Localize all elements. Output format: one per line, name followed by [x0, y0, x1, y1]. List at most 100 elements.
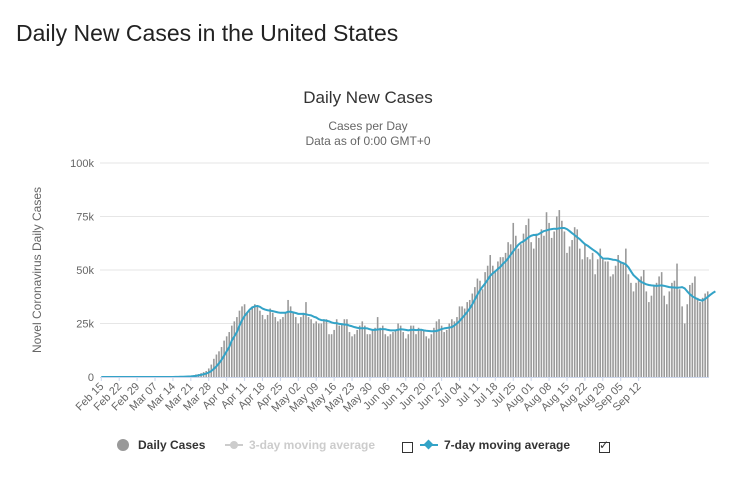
- bar: [484, 272, 486, 377]
- bar: [433, 327, 435, 377]
- bar: [320, 323, 323, 377]
- bar: [440, 325, 443, 377]
- bar: [251, 306, 254, 377]
- bar: [540, 229, 543, 377]
- bar: [425, 336, 428, 377]
- legend-item-7-day-average[interactable]: 7-day moving average: [420, 438, 570, 452]
- bar: [333, 329, 335, 377]
- bar: [238, 310, 241, 377]
- bar: [658, 276, 660, 377]
- bar: [335, 319, 338, 377]
- checkmark-icon: ✓: [599, 438, 610, 452]
- bar: [630, 282, 632, 377]
- bar: [448, 323, 451, 377]
- bar: [399, 325, 402, 377]
- bar: [287, 299, 289, 377]
- bar: [584, 244, 586, 377]
- bar: [497, 261, 499, 377]
- bar: [614, 265, 617, 377]
- bar: [466, 302, 468, 377]
- bar: [407, 334, 410, 377]
- bar: [558, 210, 561, 377]
- legend-item-daily-cases[interactable]: Daily Cases: [114, 438, 205, 452]
- legend-label-3-day-average: 3-day moving average: [249, 438, 376, 452]
- bar: [259, 310, 261, 377]
- bar: [236, 317, 238, 377]
- bar: [561, 220, 563, 377]
- bar: [589, 259, 591, 377]
- bar: [635, 282, 637, 377]
- bar: [463, 308, 466, 377]
- bar: [243, 304, 246, 377]
- bar: [302, 312, 305, 377]
- bar: [563, 231, 566, 377]
- bar: [625, 248, 627, 377]
- y-axis-tick-labels: 0 25k 50k 75k 100k: [70, 158, 94, 384]
- bar: [289, 306, 292, 377]
- bar: [351, 336, 353, 377]
- bar: [689, 284, 691, 377]
- y-tick-label: 100k: [70, 158, 94, 170]
- legend: Daily Cases 3-day moving average 7-day m…: [0, 438, 731, 458]
- bar: [509, 244, 512, 377]
- bar: [353, 334, 356, 377]
- bar: [312, 323, 315, 377]
- bar: [274, 317, 277, 377]
- bar: [443, 332, 445, 377]
- bar: [701, 297, 704, 377]
- bar: [387, 336, 389, 377]
- checkbox-3-day-average[interactable]: [402, 442, 413, 453]
- bar: [392, 332, 394, 377]
- bar: [543, 235, 545, 377]
- bar: [627, 274, 630, 377]
- bar: [384, 334, 387, 377]
- bar: [527, 218, 530, 377]
- bar: [530, 242, 532, 377]
- bar: [622, 263, 625, 377]
- bar: [607, 261, 609, 377]
- bar: [660, 272, 663, 377]
- legend-dot-icon: [114, 439, 132, 451]
- bar: [573, 227, 576, 377]
- bar: [394, 329, 397, 377]
- bar: [317, 323, 320, 377]
- bar: [548, 222, 550, 377]
- y-axis-title: Novel Coronavirus Daily Cases: [30, 187, 44, 353]
- bar: [663, 295, 666, 377]
- bar: [704, 293, 706, 377]
- bar: [279, 319, 282, 377]
- bar: [576, 229, 579, 377]
- bar: [499, 257, 502, 377]
- bar: [665, 304, 668, 377]
- bar: [489, 255, 492, 377]
- legend-item-3-day-average[interactable]: 3-day moving average: [225, 438, 375, 452]
- bar: [422, 329, 425, 377]
- bar: [323, 319, 325, 377]
- checkbox-7-day-average[interactable]: ✓: [599, 438, 610, 453]
- bar: [481, 289, 484, 377]
- bar: [379, 327, 381, 377]
- bar: [404, 338, 407, 377]
- bar: [591, 252, 594, 377]
- bar: [696, 297, 699, 377]
- bar: [282, 317, 284, 377]
- bar: [410, 325, 412, 377]
- bar: [271, 312, 274, 377]
- bar: [366, 334, 369, 377]
- legend-line-circle-icon: [225, 439, 243, 451]
- bar: [678, 289, 681, 377]
- bar: [461, 306, 463, 377]
- bar: [520, 244, 522, 377]
- moving-average-series: [101, 227, 716, 378]
- bar: [458, 306, 461, 377]
- bar: [389, 334, 392, 377]
- bar: [325, 319, 328, 377]
- bar: [596, 259, 599, 377]
- bar: [420, 329, 422, 377]
- bar: [637, 280, 640, 377]
- bar: [356, 329, 358, 377]
- bar: [683, 323, 686, 377]
- bar: [474, 287, 476, 377]
- bar: [266, 314, 269, 377]
